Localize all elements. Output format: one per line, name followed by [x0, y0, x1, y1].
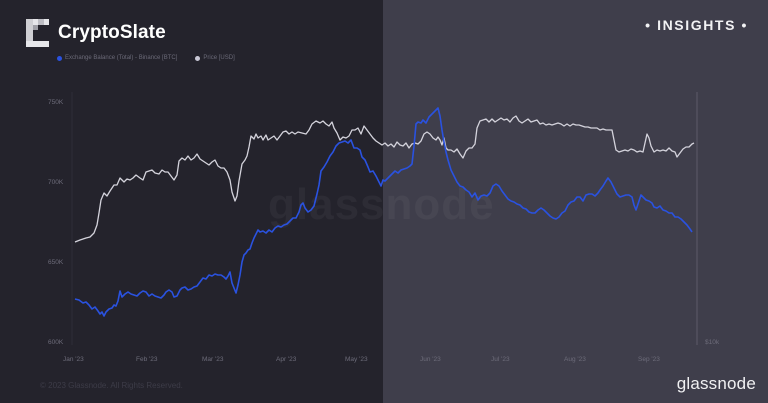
cryptoslate-logo: CryptoSlate [26, 19, 166, 47]
y-tick: 650K [48, 259, 64, 266]
legend-item-price[interactable]: Price [USD] [195, 55, 235, 61]
watermark: glassnode [268, 180, 495, 230]
legend-dot-blue-icon [57, 55, 62, 61]
x-tick: Jun '23 [420, 356, 441, 363]
y-tick: 600K [48, 339, 64, 346]
y-tick: 750K [48, 99, 64, 106]
insights-badge: • INSIGHTS • [645, 17, 748, 33]
legend-item-balance[interactable]: Exchange Balance (Total) - Binance [BTC] [57, 55, 177, 61]
chart-legend: Exchange Balance (Total) - Binance [BTC]… [57, 55, 253, 61]
y-tick: 700K [48, 179, 64, 186]
brand-name: CryptoSlate [58, 22, 166, 43]
copyright-text: © 2023 Glassnode. All Rights Reserved. [40, 381, 183, 390]
cryptoslate-logo-icon [26, 19, 49, 47]
x-tick: Mar '23 [202, 356, 224, 363]
x-tick: May '23 [345, 356, 368, 363]
y2-tick: $10k [705, 339, 720, 346]
glassnode-logo: glassnode [676, 374, 756, 393]
legend-label-price: Price [USD] [203, 55, 235, 61]
x-tick: Feb '23 [136, 356, 158, 363]
price-line [74, 115, 695, 243]
x-tick: Jan '23 [63, 356, 84, 363]
x-tick: Aug '23 [564, 356, 586, 363]
x-tick: Jul '23 [491, 356, 510, 363]
chart-highlight-region [383, 0, 768, 403]
chart-background-dark [0, 0, 383, 403]
x-tick: Sep '23 [638, 356, 660, 363]
legend-label-balance: Exchange Balance (Total) - Binance [BTC] [65, 55, 178, 61]
exchange-balance-line [74, 107, 693, 317]
legend-dot-white-icon [195, 55, 201, 61]
x-tick: Apr '23 [276, 356, 297, 363]
